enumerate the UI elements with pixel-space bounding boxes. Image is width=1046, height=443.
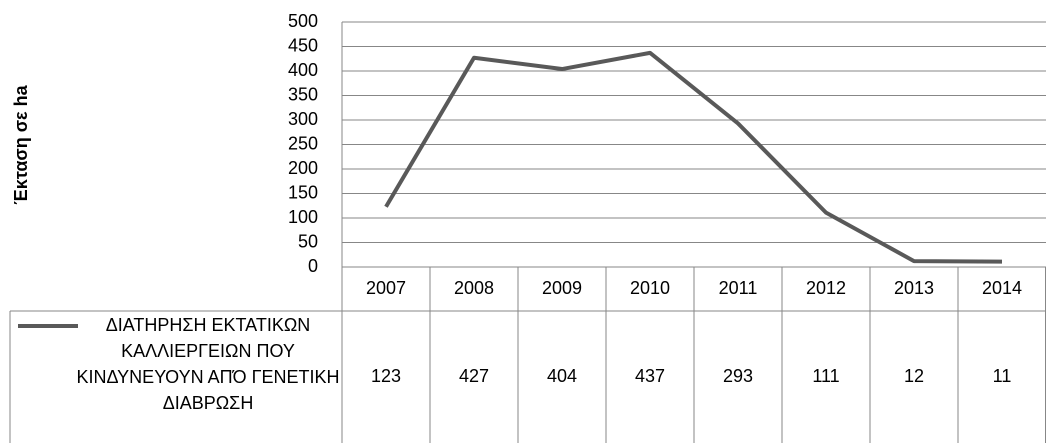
y-axis-title: Έκταση σε ha: [11, 84, 31, 204]
legend-label: ΔΙΑΤΗΡΗΣΗ ΕΚΤΑΤΙΚΩΝ ΚΑΛΛΙΕΡΓΕΙΩΝ ΠΟΥ ΚΙΝ…: [76, 315, 340, 413]
x-tick-label: 2014: [982, 278, 1022, 298]
y-tick-label: 400: [288, 60, 318, 80]
y-tick-label: 350: [288, 84, 318, 104]
table-value: 404: [547, 366, 577, 386]
y-tick-label: 100: [288, 207, 318, 227]
x-tick-label: 2009: [542, 278, 582, 298]
table-value: 293: [723, 366, 753, 386]
table-value: 123: [371, 366, 401, 386]
x-tick-label: 2010: [630, 278, 670, 298]
y-tick-label: 150: [288, 182, 318, 202]
table-value: 11: [993, 366, 1012, 386]
y-tick-label: 450: [288, 35, 318, 55]
y-tick-label: 250: [288, 133, 318, 153]
data-line: [384, 50, 1003, 264]
y-tick-label: 200: [288, 158, 318, 178]
y-tick-label: 50: [298, 231, 318, 251]
x-tick-label: 2008: [454, 278, 494, 298]
x-tick-label: 2007: [366, 278, 406, 298]
x-tick-label: 2011: [719, 278, 758, 298]
y-tick-label: 500: [288, 11, 318, 31]
x-tick-label: 2013: [894, 278, 934, 298]
table-value: 12: [904, 366, 924, 386]
y-tick-label: 300: [288, 109, 318, 129]
y-tick-label: 0: [308, 256, 318, 276]
table-value: 111: [812, 366, 839, 386]
x-tick-label: 2012: [806, 278, 846, 298]
table-value: 427: [459, 366, 489, 386]
table-value: 437: [635, 366, 665, 386]
